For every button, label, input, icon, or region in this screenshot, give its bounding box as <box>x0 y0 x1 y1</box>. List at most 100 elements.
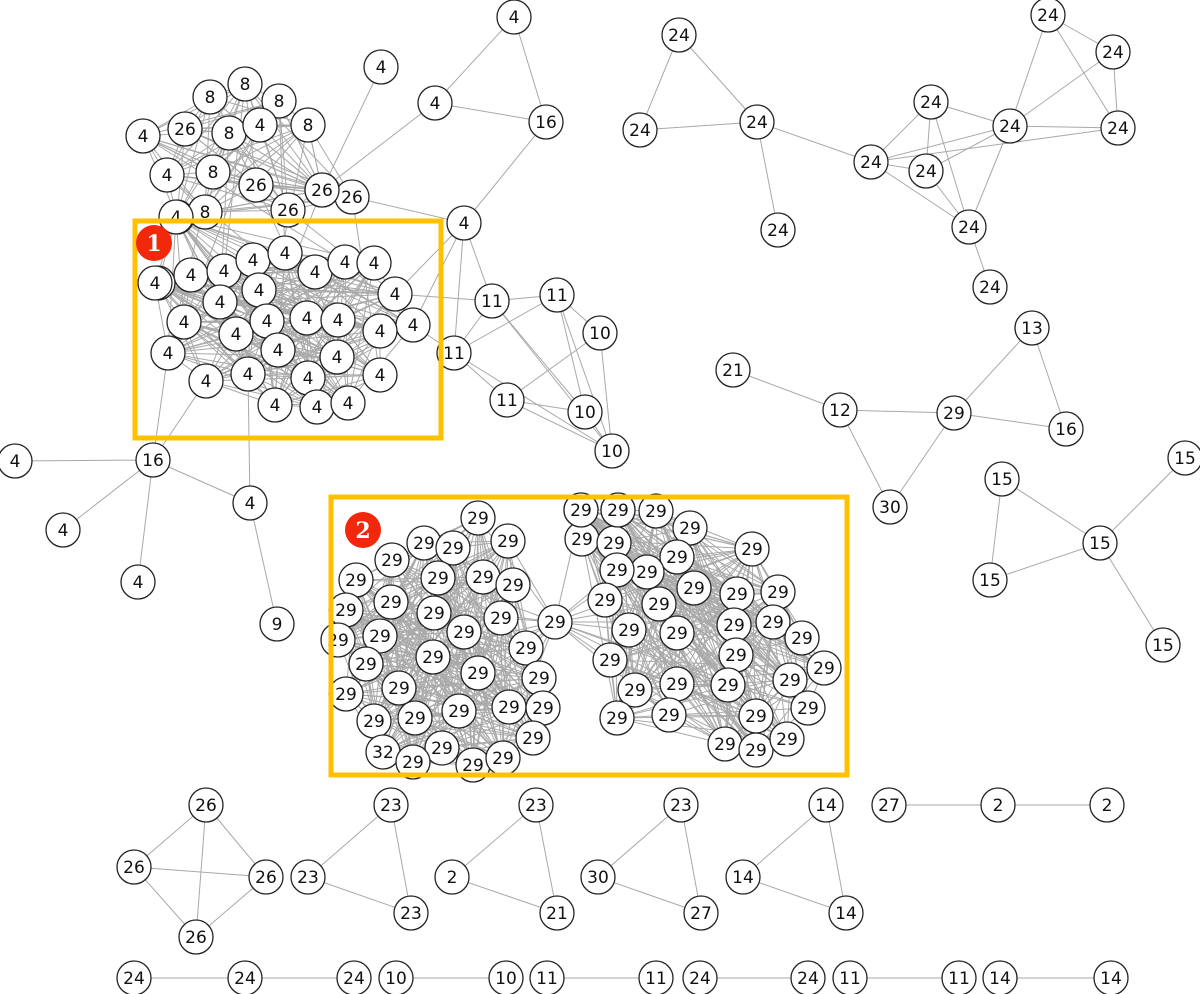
graph-node: 4 <box>188 363 224 399</box>
graph-node: 4 <box>362 357 398 393</box>
graph-edge <box>62 459 154 531</box>
graph-node: 23 <box>373 787 409 823</box>
graph-edge <box>142 135 257 186</box>
graph-node: 16 <box>528 104 564 140</box>
graph-node-label: 29 <box>645 502 667 522</box>
graph-edge <box>678 34 758 123</box>
graph-edge <box>491 300 586 413</box>
graph-node-circle <box>377 276 413 312</box>
graph-node-circle <box>489 382 525 418</box>
graph-node-circle <box>659 615 695 651</box>
graph-node: 29 <box>460 655 496 691</box>
graph-node-circle <box>984 461 1020 497</box>
graph-node-label: 10 <box>495 969 517 989</box>
graph-node-label: 29 <box>725 646 747 666</box>
graph-node-label: 24 <box>860 153 882 173</box>
graph-node-circle <box>1095 34 1131 70</box>
graph-node: 29 <box>338 562 374 598</box>
graph-node: 10 <box>582 315 618 351</box>
graph-node-label: 8 <box>224 124 235 144</box>
graph-node: 4 <box>299 389 335 425</box>
graph-node-circle <box>594 433 630 469</box>
graph-node-label: 29 <box>745 707 767 727</box>
graph-node: 29 <box>716 607 752 643</box>
graph-node-label: 4 <box>340 253 351 273</box>
graph-node-circle <box>356 245 392 281</box>
graph-node: 29 <box>356 703 392 739</box>
graph-node: 24 <box>951 209 987 245</box>
graph-node: 4 <box>242 107 278 143</box>
graph-node-circle <box>710 667 746 703</box>
graph-node-label: 11 <box>948 969 970 989</box>
graph-node: 4 <box>218 316 254 352</box>
graph-node: 29 <box>420 560 456 596</box>
graph-node-circle <box>641 586 677 622</box>
graph-node-circle <box>638 493 674 529</box>
graph-node-label: 24 <box>797 969 819 989</box>
graph-node: 29 <box>328 592 364 628</box>
graph-node: 10 <box>567 394 603 430</box>
graph-edge <box>953 412 1067 430</box>
graph-node: 32 <box>365 734 401 770</box>
graph-node: 29 <box>599 700 635 736</box>
graph-node-label: 4 <box>333 311 344 331</box>
graph-node-circle <box>908 153 944 189</box>
badge-2: 2 <box>345 512 381 548</box>
graph-node-label: 29 <box>723 616 745 636</box>
graph-node: 24 <box>661 17 697 53</box>
graph-node: 29 <box>564 521 600 557</box>
graph-node-circle <box>441 693 477 729</box>
graph-edge <box>167 352 338 358</box>
graph-node-circle <box>529 960 565 994</box>
graph-node: 27 <box>871 787 907 823</box>
graph-node-label: 4 <box>231 325 242 345</box>
graph-edge <box>365 663 540 679</box>
graph-edge <box>1031 327 1067 430</box>
graph-node-circle <box>1100 110 1136 146</box>
graph-node-label: 4 <box>219 262 230 282</box>
graph-node-circle <box>304 172 340 208</box>
graph-node-label: 29 <box>423 604 445 624</box>
graph-node-circle <box>599 700 635 736</box>
graph-node-label: 29 <box>741 540 763 560</box>
graph-edge <box>628 629 729 686</box>
graph-node-circle <box>972 562 1008 598</box>
graph-node-circle <box>913 84 949 120</box>
graph-edge <box>580 509 738 595</box>
graph-edge <box>463 121 547 224</box>
graph-node-circle <box>600 492 636 528</box>
graph-node-label: 23 <box>525 796 547 816</box>
graph-node-circle <box>587 582 623 618</box>
graph-node-circle <box>734 531 770 567</box>
graph-node-circle <box>488 960 524 994</box>
graph-node-circle <box>769 721 805 757</box>
graph-node-label: 24 <box>1107 119 1129 139</box>
graph-node: 29 <box>495 567 531 603</box>
graph-node-circle <box>1030 0 1066 33</box>
graph-node-label: 29 <box>779 671 801 691</box>
graph-node: 29 <box>710 667 746 703</box>
graph-node: 4 <box>230 356 266 392</box>
graph-node-label: 29 <box>797 699 819 719</box>
graph-node-label: 26 <box>123 858 145 878</box>
graph-edge <box>506 399 613 452</box>
graph-node-circle <box>166 304 202 340</box>
graph-node: 29 <box>406 525 442 561</box>
graph-node-circle <box>739 104 775 140</box>
graph-node-circle <box>417 85 453 121</box>
graph-node-circle <box>227 66 263 102</box>
graph-node: 29 <box>460 500 496 536</box>
graph-edge <box>597 804 682 878</box>
graph-node: 2 <box>980 787 1016 823</box>
graph-node: 10 <box>488 960 524 994</box>
graph-edge <box>451 804 537 878</box>
graph-node-label: 4 <box>390 285 401 305</box>
graph-node-label: 11 <box>536 969 558 989</box>
graph-node: 11 <box>436 335 472 371</box>
graph-node-circle <box>980 787 1016 823</box>
graph-node-label: 24 <box>915 162 937 182</box>
graph-node: 11 <box>941 960 977 994</box>
graph-node-circle <box>738 732 774 768</box>
highlight-box-2 <box>328 494 850 778</box>
graph-node: 2 <box>434 859 470 895</box>
